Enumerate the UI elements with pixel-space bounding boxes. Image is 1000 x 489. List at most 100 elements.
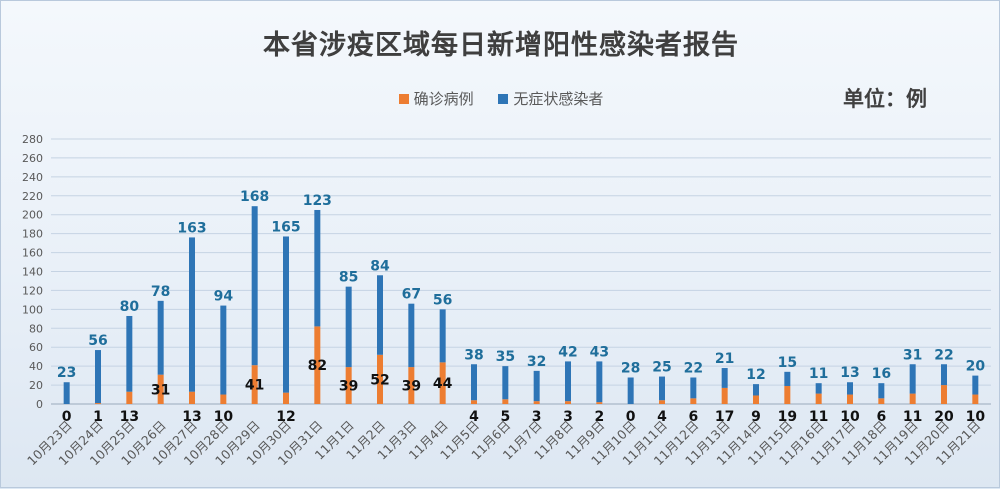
bar-confirmed [157,374,164,404]
data-label-asymptomatic: 31 [903,347,922,363]
bar-asymptomatic [533,370,540,402]
bar-asymptomatic [126,315,133,392]
data-label-asymptomatic: 32 [527,354,546,370]
bar-asymptomatic [439,309,446,363]
data-label-confirmed: 5 [500,409,510,425]
y-tick-label: 100 [22,303,43,316]
bar-asymptomatic [189,237,195,392]
y-tick-label: 40 [29,360,43,373]
bar-confirmed [189,391,195,404]
y-tick-label: 180 [22,228,43,241]
bar-asymptomatic [565,361,571,402]
legend-swatch-asymptomatic [498,94,509,104]
bar-asymptomatic [784,371,791,387]
bar-confirmed [251,365,258,404]
chart-title: 本省涉疫区域每日新增阳性感染者报告 [263,30,739,61]
bar-confirmed [596,402,603,404]
bar-confirmed [847,394,853,404]
data-label-confirmed: 9 [751,409,761,425]
bar-asymptomatic [377,275,383,355]
data-label-asymptomatic: 56 [88,333,107,349]
data-label-asymptomatic: 20 [966,359,986,375]
data-label-confirmed: 19 [778,409,797,425]
bar-confirmed [972,394,979,404]
data-label-confirmed: 41 [245,378,264,394]
data-label-asymptomatic: 38 [464,347,483,363]
data-label-asymptomatic: 123 [303,193,332,209]
bar-confirmed [220,394,227,404]
data-label-asymptomatic: 80 [120,299,140,315]
bar-confirmed [439,362,446,404]
data-label-confirmed: 31 [151,382,170,398]
y-tick-label: 0 [36,398,43,411]
bar-confirmed [95,403,101,404]
data-label-asymptomatic: 12 [746,367,765,383]
legend: 确诊病例 无症状感染者 [1,88,1000,109]
bar-confirmed [690,398,697,404]
bar-asymptomatic [721,368,728,388]
y-tick-label: 120 [22,284,43,297]
data-label-confirmed: 0 [62,409,72,425]
bar-asymptomatic [972,375,979,395]
y-tick-label: 140 [22,266,43,279]
data-label-asymptomatic: 94 [214,289,234,305]
data-label-confirmed: 4 [469,409,479,425]
data-label-confirmed: 1 [93,409,103,425]
bar-asymptomatic [815,383,822,394]
data-label-confirmed: 13 [120,409,139,425]
data-label-asymptomatic: 168 [240,189,269,205]
legend-label-asymptomatic: 无症状感染者 [513,90,604,108]
data-label-confirmed: 11 [809,409,828,425]
bar-confirmed [283,392,289,404]
bar-confirmed [659,400,665,404]
bar-asymptomatic [847,382,853,395]
data-label-asymptomatic: 16 [872,366,891,382]
bar-confirmed [408,367,415,404]
bar-confirmed [909,393,916,404]
legend-item-asymptomatic: 无症状感染者 [498,88,603,109]
data-label-confirmed: 10 [840,409,860,425]
unit-label: 单位：例 [843,87,927,111]
y-tick-label: 240 [22,171,43,184]
data-label-confirmed: 52 [370,372,389,388]
data-label-confirmed: 3 [532,409,542,425]
data-label-confirmed: 20 [934,409,954,425]
bar-asymptomatic [345,286,352,368]
bar-asymptomatic [909,364,916,394]
data-label-asymptomatic: 43 [590,344,609,360]
data-label-confirmed: 10 [214,409,234,425]
data-label-confirmed: 0 [626,409,636,425]
data-label-asymptomatic: 21 [715,351,734,367]
data-label-asymptomatic: 35 [496,349,515,365]
bar-asymptomatic [502,366,509,400]
data-label-asymptomatic: 23 [57,365,76,381]
data-label-asymptomatic: 22 [684,361,703,377]
data-label-confirmed: 6 [876,409,886,425]
data-label-confirmed: 6 [688,409,698,425]
bar-asymptomatic [63,382,70,404]
bar-asymptomatic [941,364,947,386]
data-label-asymptomatic: 15 [778,355,797,371]
bar-confirmed [377,354,383,404]
data-label-asymptomatic: 163 [177,220,206,236]
data-label-confirmed: 39 [402,379,421,395]
bar-asymptomatic [878,383,885,399]
bar-asymptomatic [408,303,415,368]
bar-confirmed [878,398,885,404]
data-label-asymptomatic: 11 [809,366,828,382]
bar-asymptomatic [283,236,289,393]
bar-asymptomatic [596,361,603,403]
data-label-asymptomatic: 67 [402,287,421,303]
y-tick-label: 20 [29,379,43,392]
bar-asymptomatic [220,305,227,395]
bar-asymptomatic [690,377,697,399]
data-label-asymptomatic: 42 [558,344,577,360]
data-label-confirmed: 82 [308,358,327,374]
data-label-asymptomatic: 78 [151,284,170,300]
bar-asymptomatic [627,377,634,404]
data-label-confirmed: 17 [715,409,734,425]
bar-asymptomatic [314,209,321,327]
data-label-confirmed: 44 [433,376,453,392]
